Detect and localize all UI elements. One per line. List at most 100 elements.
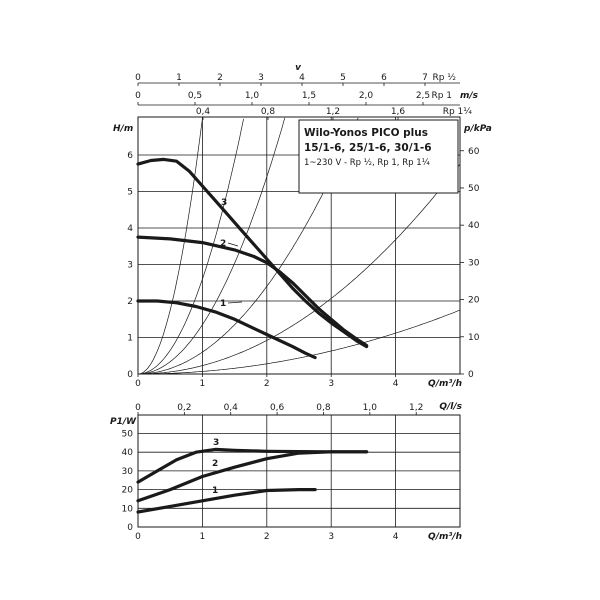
- scale-tick-label: 0,5: [188, 91, 202, 101]
- power-curve-1: [136, 488, 317, 514]
- y-tick-label: 0: [127, 523, 133, 533]
- scale-tick-label: 0: [135, 91, 141, 101]
- power-curve-2: [136, 450, 369, 503]
- x-tick-label: 3: [328, 379, 334, 389]
- x-tick-label: 2: [264, 532, 270, 542]
- flow-ls-tick-label: 1,0: [363, 403, 378, 413]
- curve-label: 2: [212, 459, 218, 469]
- velocity-scales: 0 1 2 3 4 5 6 7 Rp ½ v 0 0,5 1,0 1,5 2,0 2,5 Rp 1 m/s 0,4 0…: [135, 63, 479, 120]
- y2-axis-label: p/kPa: [463, 124, 492, 134]
- curve-label: 2: [220, 239, 226, 249]
- power-y-axis-label: P1/W: [110, 417, 137, 427]
- flow-ls-tick-label: 1,2: [409, 403, 423, 413]
- system-curve: [138, 309, 461, 375]
- head-chart-frame: [137, 116, 461, 375]
- x-tick-label: 2: [264, 379, 270, 389]
- y-tick-label: 3: [127, 261, 133, 271]
- label-leader: [227, 301, 243, 304]
- chart-title-line-1: Wilo-Yonos PICO plus: [304, 127, 428, 139]
- y-tick-label: 20: [122, 486, 134, 496]
- scale-tick-label: 7: [422, 73, 428, 83]
- y-tick-label: 0: [127, 370, 133, 380]
- y2-tick-label: 10: [468, 333, 480, 343]
- curve-label: 1: [220, 299, 226, 309]
- y-tick-label: 6: [127, 151, 133, 161]
- title-box: [298, 119, 459, 194]
- y-tick-label: 2: [127, 297, 133, 307]
- y-tick-label: 1: [127, 334, 133, 344]
- x-tick-label: 0: [135, 379, 141, 389]
- scale-tick-label: 3: [258, 73, 264, 83]
- y-tick-label: 50: [122, 430, 134, 440]
- scale-tick-label: 1,6: [391, 107, 406, 117]
- power-curves: 3 2 1: [136, 438, 369, 514]
- chart-title-line-2: 15/1-6, 25/1-6, 30/1-6: [304, 142, 432, 154]
- x-tick-label: 0: [135, 532, 141, 542]
- x-tick-label: 4: [393, 532, 399, 542]
- power-curve-3: [136, 447, 369, 484]
- scale-tick-label: 1: [176, 73, 182, 83]
- head-curve-2: [136, 235, 369, 348]
- scale-end-label: Rp ½: [432, 73, 456, 83]
- y2-tick-label: 50: [468, 184, 480, 194]
- power-chart-grid: [138, 415, 460, 527]
- y2-tick-label: 60: [468, 147, 480, 157]
- y-tick-label: 10: [122, 504, 134, 514]
- velocity-unit-label: m/s: [460, 91, 479, 101]
- x-tick-label: 4: [393, 379, 399, 389]
- scale-tick-label: 1,5: [302, 91, 316, 101]
- flow-ls-tick-label: 0,4: [224, 403, 239, 413]
- scale-tick-label: 0: [135, 73, 141, 83]
- flow-ls-tick-label: 0,8: [316, 403, 331, 413]
- y-tick-label: 40: [122, 448, 134, 458]
- scale-tick-label: 0,8: [261, 107, 276, 117]
- system-curve: [138, 163, 461, 375]
- head-curve-1: [136, 299, 317, 360]
- power-x-axis-label: Q/m³/h: [428, 532, 462, 542]
- flow-ls-tick-label: 0,6: [270, 403, 285, 413]
- label-leader: [227, 242, 239, 247]
- x-tick-label: 1: [200, 532, 206, 542]
- scale-end-label: Rp 1¼: [443, 107, 473, 117]
- scale-end-label: Rp 1: [431, 91, 452, 101]
- curve-label: 1: [212, 486, 218, 496]
- system-curve: [138, 118, 244, 375]
- flow-ls-tick-label: 0: [135, 403, 141, 413]
- y2-tick-label: 30: [468, 258, 480, 268]
- scale-tick-label: 6: [381, 73, 387, 83]
- y-axis-label: H/m: [113, 124, 133, 134]
- flow-ls-axis-label: Q/l/s: [439, 402, 462, 412]
- system-curves: [137, 117, 461, 375]
- velocity-label: v: [295, 63, 302, 73]
- x-tick-label: 1: [200, 379, 206, 389]
- y-tick-label: 30: [122, 467, 134, 477]
- curve-label: 3: [221, 198, 227, 208]
- flow-ls-tick-label: 0,2: [177, 403, 191, 413]
- head-curves: 3 2 1: [136, 157, 369, 360]
- head-curve-3: [136, 157, 369, 349]
- scale-tick-label: 2,5: [416, 91, 430, 101]
- scale-tick-label: 2,0: [359, 91, 374, 101]
- y-tick-label: 5: [127, 188, 133, 198]
- curve-label: 3: [213, 438, 219, 448]
- scale-tick-label: 1,0: [245, 91, 260, 101]
- x-tick-label: 3: [328, 532, 334, 542]
- chart-subtitle: 1~230 V - Rp ½, Rp 1, Rp 1¼: [304, 158, 430, 168]
- y2-tick-label: 40: [468, 221, 480, 231]
- x-axis-label: Q/m³/h: [428, 379, 462, 389]
- y-tick-label: 4: [127, 224, 133, 234]
- scale-tick-label: 2: [217, 73, 223, 83]
- system-curve: [138, 117, 359, 375]
- scale-tick-label: 1,2: [326, 107, 340, 117]
- y2-tick-label: 20: [468, 296, 480, 306]
- scale-tick-label: 5: [340, 73, 346, 83]
- scale-tick-label: 0,4: [196, 107, 211, 117]
- y2-tick-label: 0: [468, 370, 474, 380]
- scale-tick-label: 4: [299, 73, 305, 83]
- system-curve: [137, 118, 203, 375]
